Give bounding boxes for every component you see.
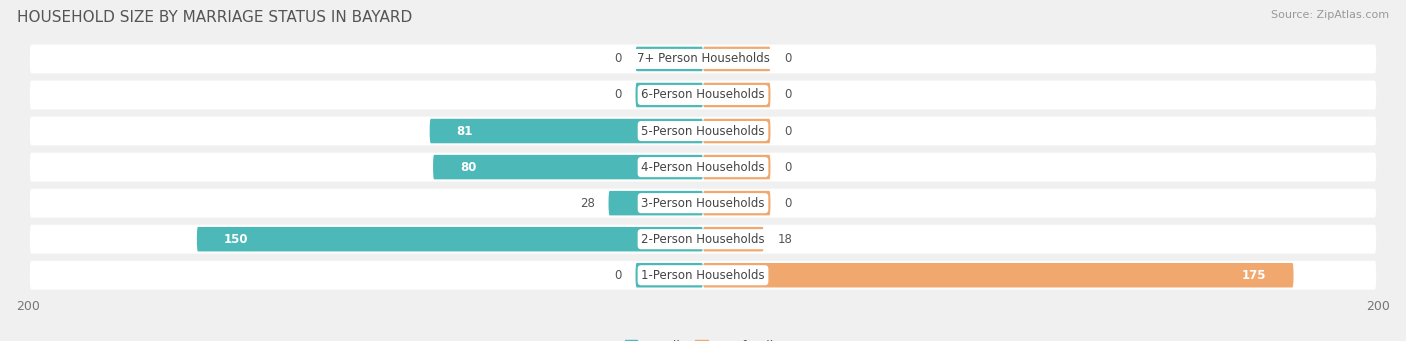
Text: 6-Person Households: 6-Person Households	[641, 89, 765, 102]
FancyBboxPatch shape	[609, 191, 703, 216]
Text: 0: 0	[614, 89, 621, 102]
Text: 7+ Person Households: 7+ Person Households	[637, 53, 769, 65]
FancyBboxPatch shape	[197, 227, 703, 251]
Text: 150: 150	[224, 233, 249, 246]
Text: 5-Person Households: 5-Person Households	[641, 124, 765, 137]
FancyBboxPatch shape	[30, 189, 1376, 218]
FancyBboxPatch shape	[30, 225, 1376, 254]
Text: 0: 0	[785, 53, 792, 65]
Text: 81: 81	[457, 124, 472, 137]
FancyBboxPatch shape	[636, 83, 703, 107]
FancyBboxPatch shape	[433, 155, 703, 179]
Text: 175: 175	[1241, 269, 1267, 282]
FancyBboxPatch shape	[703, 119, 770, 143]
Text: 1-Person Households: 1-Person Households	[641, 269, 765, 282]
FancyBboxPatch shape	[30, 153, 1376, 181]
FancyBboxPatch shape	[30, 261, 1376, 290]
FancyBboxPatch shape	[703, 191, 770, 216]
Text: HOUSEHOLD SIZE BY MARRIAGE STATUS IN BAYARD: HOUSEHOLD SIZE BY MARRIAGE STATUS IN BAY…	[17, 10, 412, 25]
FancyBboxPatch shape	[703, 263, 1294, 287]
FancyBboxPatch shape	[703, 155, 770, 179]
FancyBboxPatch shape	[30, 45, 1376, 73]
FancyBboxPatch shape	[703, 83, 770, 107]
Text: 0: 0	[785, 89, 792, 102]
Text: 0: 0	[785, 124, 792, 137]
Legend: Family, Nonfamily: Family, Nonfamily	[620, 335, 786, 341]
FancyBboxPatch shape	[430, 119, 703, 143]
Text: 80: 80	[460, 161, 477, 174]
Text: 3-Person Households: 3-Person Households	[641, 197, 765, 210]
Text: 4-Person Households: 4-Person Households	[641, 161, 765, 174]
Text: 0: 0	[785, 161, 792, 174]
FancyBboxPatch shape	[703, 47, 770, 71]
Text: 0: 0	[785, 197, 792, 210]
FancyBboxPatch shape	[636, 47, 703, 71]
Text: Source: ZipAtlas.com: Source: ZipAtlas.com	[1271, 10, 1389, 20]
Text: 0: 0	[614, 269, 621, 282]
Text: 28: 28	[581, 197, 595, 210]
Text: 0: 0	[614, 53, 621, 65]
Text: 18: 18	[778, 233, 792, 246]
FancyBboxPatch shape	[636, 263, 703, 287]
FancyBboxPatch shape	[703, 227, 763, 251]
FancyBboxPatch shape	[30, 80, 1376, 109]
Text: 2-Person Households: 2-Person Households	[641, 233, 765, 246]
FancyBboxPatch shape	[30, 117, 1376, 146]
